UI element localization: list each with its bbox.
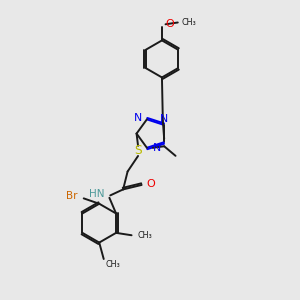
Text: O: O: [166, 19, 175, 29]
Text: HN: HN: [89, 189, 104, 199]
Text: N: N: [160, 114, 168, 124]
Text: N: N: [153, 143, 161, 153]
Text: CH₃: CH₃: [137, 231, 152, 240]
Text: CH₃: CH₃: [182, 18, 196, 27]
Text: S: S: [134, 143, 142, 157]
Text: Br: Br: [66, 191, 78, 201]
Text: O: O: [147, 179, 155, 189]
Text: CH₃: CH₃: [105, 260, 120, 269]
Text: N: N: [134, 113, 142, 123]
